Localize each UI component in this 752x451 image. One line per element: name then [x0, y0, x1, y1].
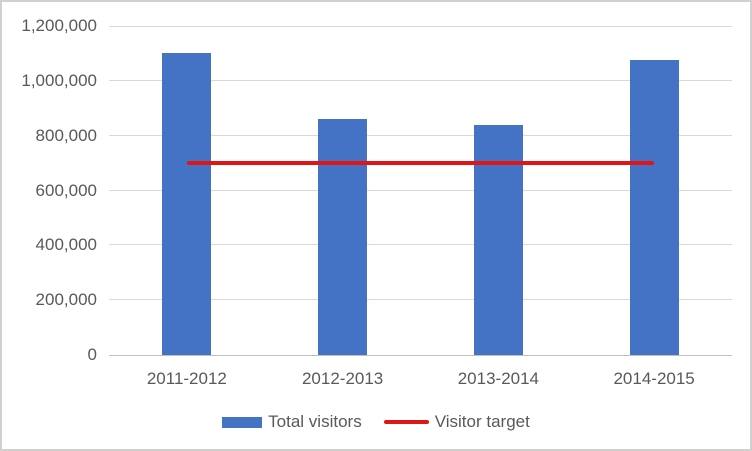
- gridline: [109, 299, 732, 301]
- legend-label-visitor-target: Visitor target: [434, 412, 530, 431]
- bar-2012-2013: [318, 119, 368, 355]
- x-axis-tick-label: 2012-2013: [301, 369, 384, 388]
- gridline: [109, 244, 732, 246]
- gridline: [109, 189, 732, 191]
- y-axis-tick-label: 800,000: [35, 125, 97, 145]
- y-axis-tick-label: 1,000,000: [21, 70, 97, 90]
- y-axis-tick-label: 400,000: [35, 235, 97, 255]
- x-axis-tick-label: 2013-2014: [457, 369, 540, 388]
- y-axis-tick-label: 200,000: [35, 290, 97, 310]
- legend-item-total-visitors: Total visitors: [222, 412, 362, 432]
- bar-2013-2014: [473, 124, 523, 355]
- plot-area: [109, 26, 732, 356]
- y-axis-tick-label: 1,200,000: [21, 16, 97, 35]
- target-line: [186, 161, 655, 166]
- legend-bar-swatch-icon: [222, 416, 263, 428]
- chart-legend: Total visitors Visitor target: [2, 412, 750, 432]
- gridline: [109, 26, 732, 27]
- y-axis-tick-label: 600,000: [35, 180, 97, 200]
- gridline: [109, 134, 732, 136]
- y-axis-tick-label: 0: [87, 345, 97, 364]
- bar-2014-2015: [629, 60, 679, 355]
- legend-item-visitor-target: Visitor target: [383, 412, 530, 432]
- legend-line-swatch-icon: [383, 420, 429, 424]
- x-axis-tick-label: 2014-2015: [613, 369, 695, 388]
- legend-label-total-visitors: Total visitors: [268, 412, 362, 431]
- x-axis-tick-label: 2011-2012: [146, 369, 227, 388]
- bar-2011-2012: [162, 53, 212, 355]
- gridline: [109, 79, 732, 81]
